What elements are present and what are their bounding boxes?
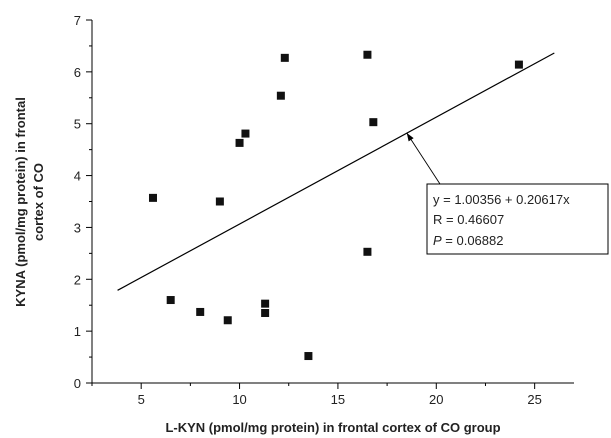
data-point xyxy=(514,60,523,69)
x-tick-label: 25 xyxy=(527,392,541,407)
r-value-text: R = 0.46607 xyxy=(433,212,504,227)
x-tick-label: 10 xyxy=(232,392,246,407)
data-point xyxy=(215,197,224,206)
annotation-arrow xyxy=(406,132,441,185)
y-tick-label: 1 xyxy=(74,324,81,339)
data-point xyxy=(235,138,244,147)
p-value-text: P = 0.06882 xyxy=(433,233,503,248)
equation-text: y = 1.00356 + 0.20617x xyxy=(433,192,570,207)
x-tick-label: 15 xyxy=(331,392,345,407)
y-tick-label: 5 xyxy=(74,117,81,132)
data-point xyxy=(304,352,313,361)
p-symbol: P xyxy=(433,233,442,248)
data-point xyxy=(223,316,232,325)
data-point xyxy=(148,193,157,202)
data-point xyxy=(166,296,175,305)
data-point xyxy=(276,91,285,100)
data-point xyxy=(261,308,270,317)
y-tick-label: 0 xyxy=(74,376,81,391)
data-point xyxy=(363,50,372,59)
x-ticks: 5 10 15 20 25 xyxy=(91,383,542,407)
x-tick-label: 5 xyxy=(138,392,145,407)
y-ticks: 0 1 2 3 4 5 6 7 xyxy=(74,13,92,391)
data-points xyxy=(148,50,523,361)
data-point xyxy=(280,53,289,62)
data-point xyxy=(196,307,205,316)
regression-line xyxy=(117,52,555,291)
data-point xyxy=(369,118,378,127)
y-tick-label: 3 xyxy=(74,220,81,235)
data-point xyxy=(241,129,250,138)
annotation-arrowhead xyxy=(406,133,414,142)
annotation-frame xyxy=(426,183,609,255)
y-axis-title-line-1: KYNA (pmol/mg protein) in frontal xyxy=(13,97,28,307)
x-axis-title: L-KYN (pmol/mg protein) in frontal corte… xyxy=(165,420,500,435)
y-tick-label: 4 xyxy=(74,169,81,184)
plot-area: 5 10 15 20 25 0 1 2 3 4 5 6 7 xyxy=(74,13,574,407)
y-tick-label: 7 xyxy=(74,13,81,28)
x-tick-label: 20 xyxy=(429,392,443,407)
y-axis-title-line-2: cortex of CO xyxy=(31,163,46,241)
y-axis-title: KYNA (pmol/mg protein) in frontal cortex… xyxy=(13,97,46,307)
p-value: = 0.06882 xyxy=(442,233,504,248)
y-tick-label: 2 xyxy=(74,272,81,287)
annotation-box: y = 1.00356 + 0.20617x R = 0.46607 P = 0… xyxy=(406,132,609,255)
data-point xyxy=(261,299,270,308)
data-point xyxy=(363,247,372,256)
y-tick-label: 6 xyxy=(74,65,81,80)
